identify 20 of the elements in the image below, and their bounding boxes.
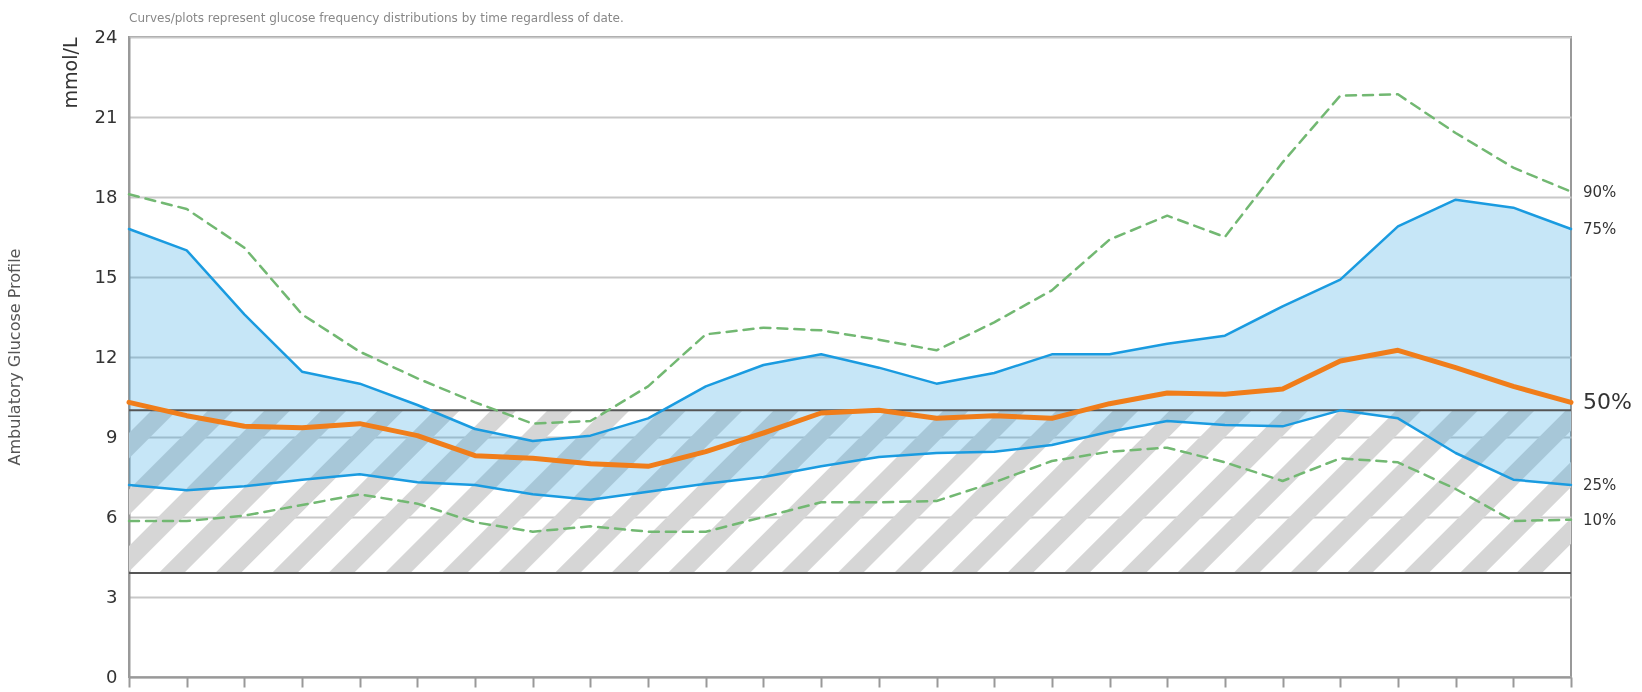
series-label: 90% bbox=[1583, 182, 1617, 201]
y-tick-label: 6 bbox=[106, 505, 118, 527]
y-tick-label: 12 bbox=[94, 345, 118, 367]
y-axis-title: mmol/L bbox=[58, 37, 81, 109]
y-tick-label: 24 bbox=[94, 25, 118, 47]
y-tick-label: 9 bbox=[106, 425, 118, 447]
series-label: 10% bbox=[1583, 510, 1617, 529]
line-series bbox=[127, 446, 1573, 533]
y-tick-label: 15 bbox=[94, 265, 118, 287]
series-label: 75% bbox=[1583, 220, 1617, 238]
line-series bbox=[127, 409, 1573, 501]
text: Ambulatory Glucose Profile bbox=[5, 248, 25, 466]
y-tick-label: 0 bbox=[106, 665, 118, 687]
line-series bbox=[127, 198, 1573, 443]
y-tick-label: 3 bbox=[106, 585, 118, 607]
text: Curves/plots represent glucose frequency distributions by time regardless of date. bbox=[129, 11, 624, 25]
y-tick-label: 21 bbox=[94, 105, 118, 127]
series-label: 25% bbox=[1583, 476, 1617, 494]
y-tick-label: 18 bbox=[94, 185, 118, 207]
series-label: 50% bbox=[1583, 389, 1632, 415]
